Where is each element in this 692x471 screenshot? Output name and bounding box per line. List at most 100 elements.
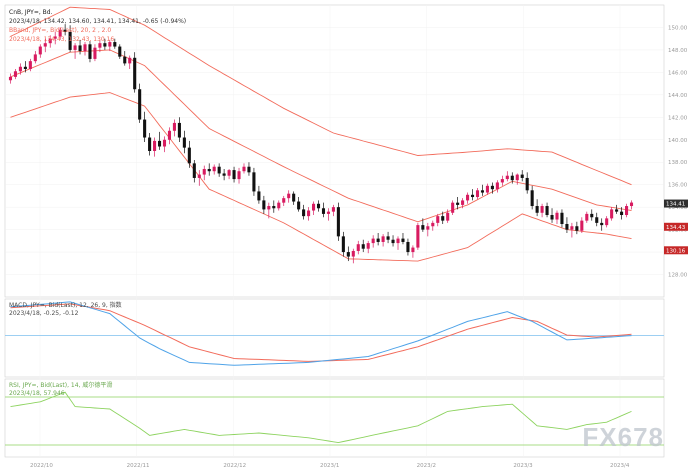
candle-body <box>555 212 559 220</box>
watermark-logo: FX678 <box>582 422 664 452</box>
candle-body <box>615 209 619 212</box>
candle-body <box>431 222 435 227</box>
rsi-panel-frame <box>4 378 665 458</box>
bb-lower-line <box>10 92 632 262</box>
candle-body <box>545 206 549 216</box>
symbol-label: CnB, JPY=, Bd. <box>9 9 53 16</box>
macd-values-label: 2023/4/18, -0.25, -0.12 <box>9 310 79 317</box>
macd-label: MACD, JPY=, Bid(Last), 12, 26, 9, 指数 <box>9 302 122 309</box>
candle-body <box>187 147 191 164</box>
candle-body <box>470 194 475 198</box>
candle-body <box>401 238 405 242</box>
candle-body <box>510 175 514 181</box>
candle-body <box>8 76 13 81</box>
price-tag-upper: 134.43 <box>666 225 686 231</box>
candle-body <box>108 42 112 47</box>
candle-body <box>13 71 17 77</box>
candle-body <box>560 212 564 224</box>
candle-body <box>456 202 460 205</box>
candle-body <box>500 179 504 183</box>
x-tick-label: 2023/4 <box>610 463 630 469</box>
candle-body <box>68 31 72 50</box>
x-tick-label: 2023/3 <box>513 463 533 469</box>
candle-body <box>93 47 97 59</box>
candle-body <box>505 175 509 180</box>
macd-lines <box>5 301 664 366</box>
candle-body <box>267 206 271 210</box>
candle-body <box>207 168 211 172</box>
bb-upper-line <box>10 6 632 186</box>
candle-body <box>565 224 569 230</box>
candle-body <box>461 200 465 205</box>
candle-body <box>326 211 330 214</box>
candle-body <box>78 45 82 52</box>
candle-body <box>366 243 370 249</box>
candle-body <box>182 137 186 148</box>
candle-body <box>321 208 326 214</box>
candle-body <box>376 238 380 242</box>
ohlc-label: 2023/4/18, 134.42, 134.60, 134.41, 134.4… <box>9 18 187 25</box>
candle-body <box>336 207 340 237</box>
candle-body <box>346 252 350 257</box>
y-tick-label: 146.00 <box>668 70 688 76</box>
candle-body <box>23 66 27 70</box>
candle-body <box>595 217 599 223</box>
candle-body <box>605 218 609 226</box>
candle-body <box>33 54 37 62</box>
y-tick-label: 142.00 <box>668 115 688 121</box>
candle-body <box>232 170 236 180</box>
y-tick-label: 138.00 <box>668 160 688 166</box>
candle-body <box>148 137 152 151</box>
candle-body <box>197 174 201 178</box>
candle-body <box>495 182 499 190</box>
candle-body <box>257 191 261 201</box>
candle-body <box>316 203 321 209</box>
candle-body <box>446 212 450 221</box>
candle-body <box>386 236 390 240</box>
candle-body <box>411 247 415 253</box>
candle-body <box>540 206 544 213</box>
candle-body <box>351 250 355 257</box>
candle-body <box>277 202 281 209</box>
candle-body <box>113 42 117 47</box>
candle-body <box>58 29 62 37</box>
candle-body <box>217 166 221 174</box>
candle-body <box>620 211 624 216</box>
candle-body <box>307 210 311 217</box>
candle-body <box>590 213 594 218</box>
candle-body <box>177 122 181 138</box>
candle-body <box>451 202 455 213</box>
rsi-label: RSI, JPY=, Bid(Last), 14, 威尔德平滑 <box>9 382 113 389</box>
y-tick-label: 144.00 <box>668 93 688 99</box>
candle-body <box>133 57 137 90</box>
candle-body <box>292 193 296 202</box>
candle-body <box>580 220 584 231</box>
candle-body <box>426 226 430 230</box>
y-tick-label: 150.00 <box>668 25 688 31</box>
candle-body <box>381 236 385 242</box>
candle-body <box>396 238 400 244</box>
candle-body <box>237 171 241 180</box>
candle-body <box>341 236 345 253</box>
candle-body <box>63 29 67 32</box>
x-tick-label: 2023/2 <box>417 463 436 469</box>
price-tag-upper-bg <box>664 222 688 231</box>
candle-body <box>356 244 360 251</box>
candle-body <box>600 222 604 226</box>
candle-body <box>128 57 132 64</box>
y-tick-label: 136.00 <box>668 183 688 189</box>
bb-values-label: 2023/4/18, 134.43, 132.43, 130.16 <box>9 36 115 43</box>
candle-body <box>406 241 410 253</box>
candle-body <box>138 89 142 120</box>
candle-body <box>172 122 176 131</box>
candle-body <box>287 193 291 199</box>
y-tick-label: 134.00 <box>668 205 688 211</box>
candle-body <box>391 239 395 244</box>
x-tick-label: 2022/10 <box>30 463 53 469</box>
candles <box>8 24 634 264</box>
candle-body <box>525 177 529 191</box>
candle-body <box>331 207 335 212</box>
candle-body <box>475 190 480 198</box>
candle-body <box>312 203 316 211</box>
